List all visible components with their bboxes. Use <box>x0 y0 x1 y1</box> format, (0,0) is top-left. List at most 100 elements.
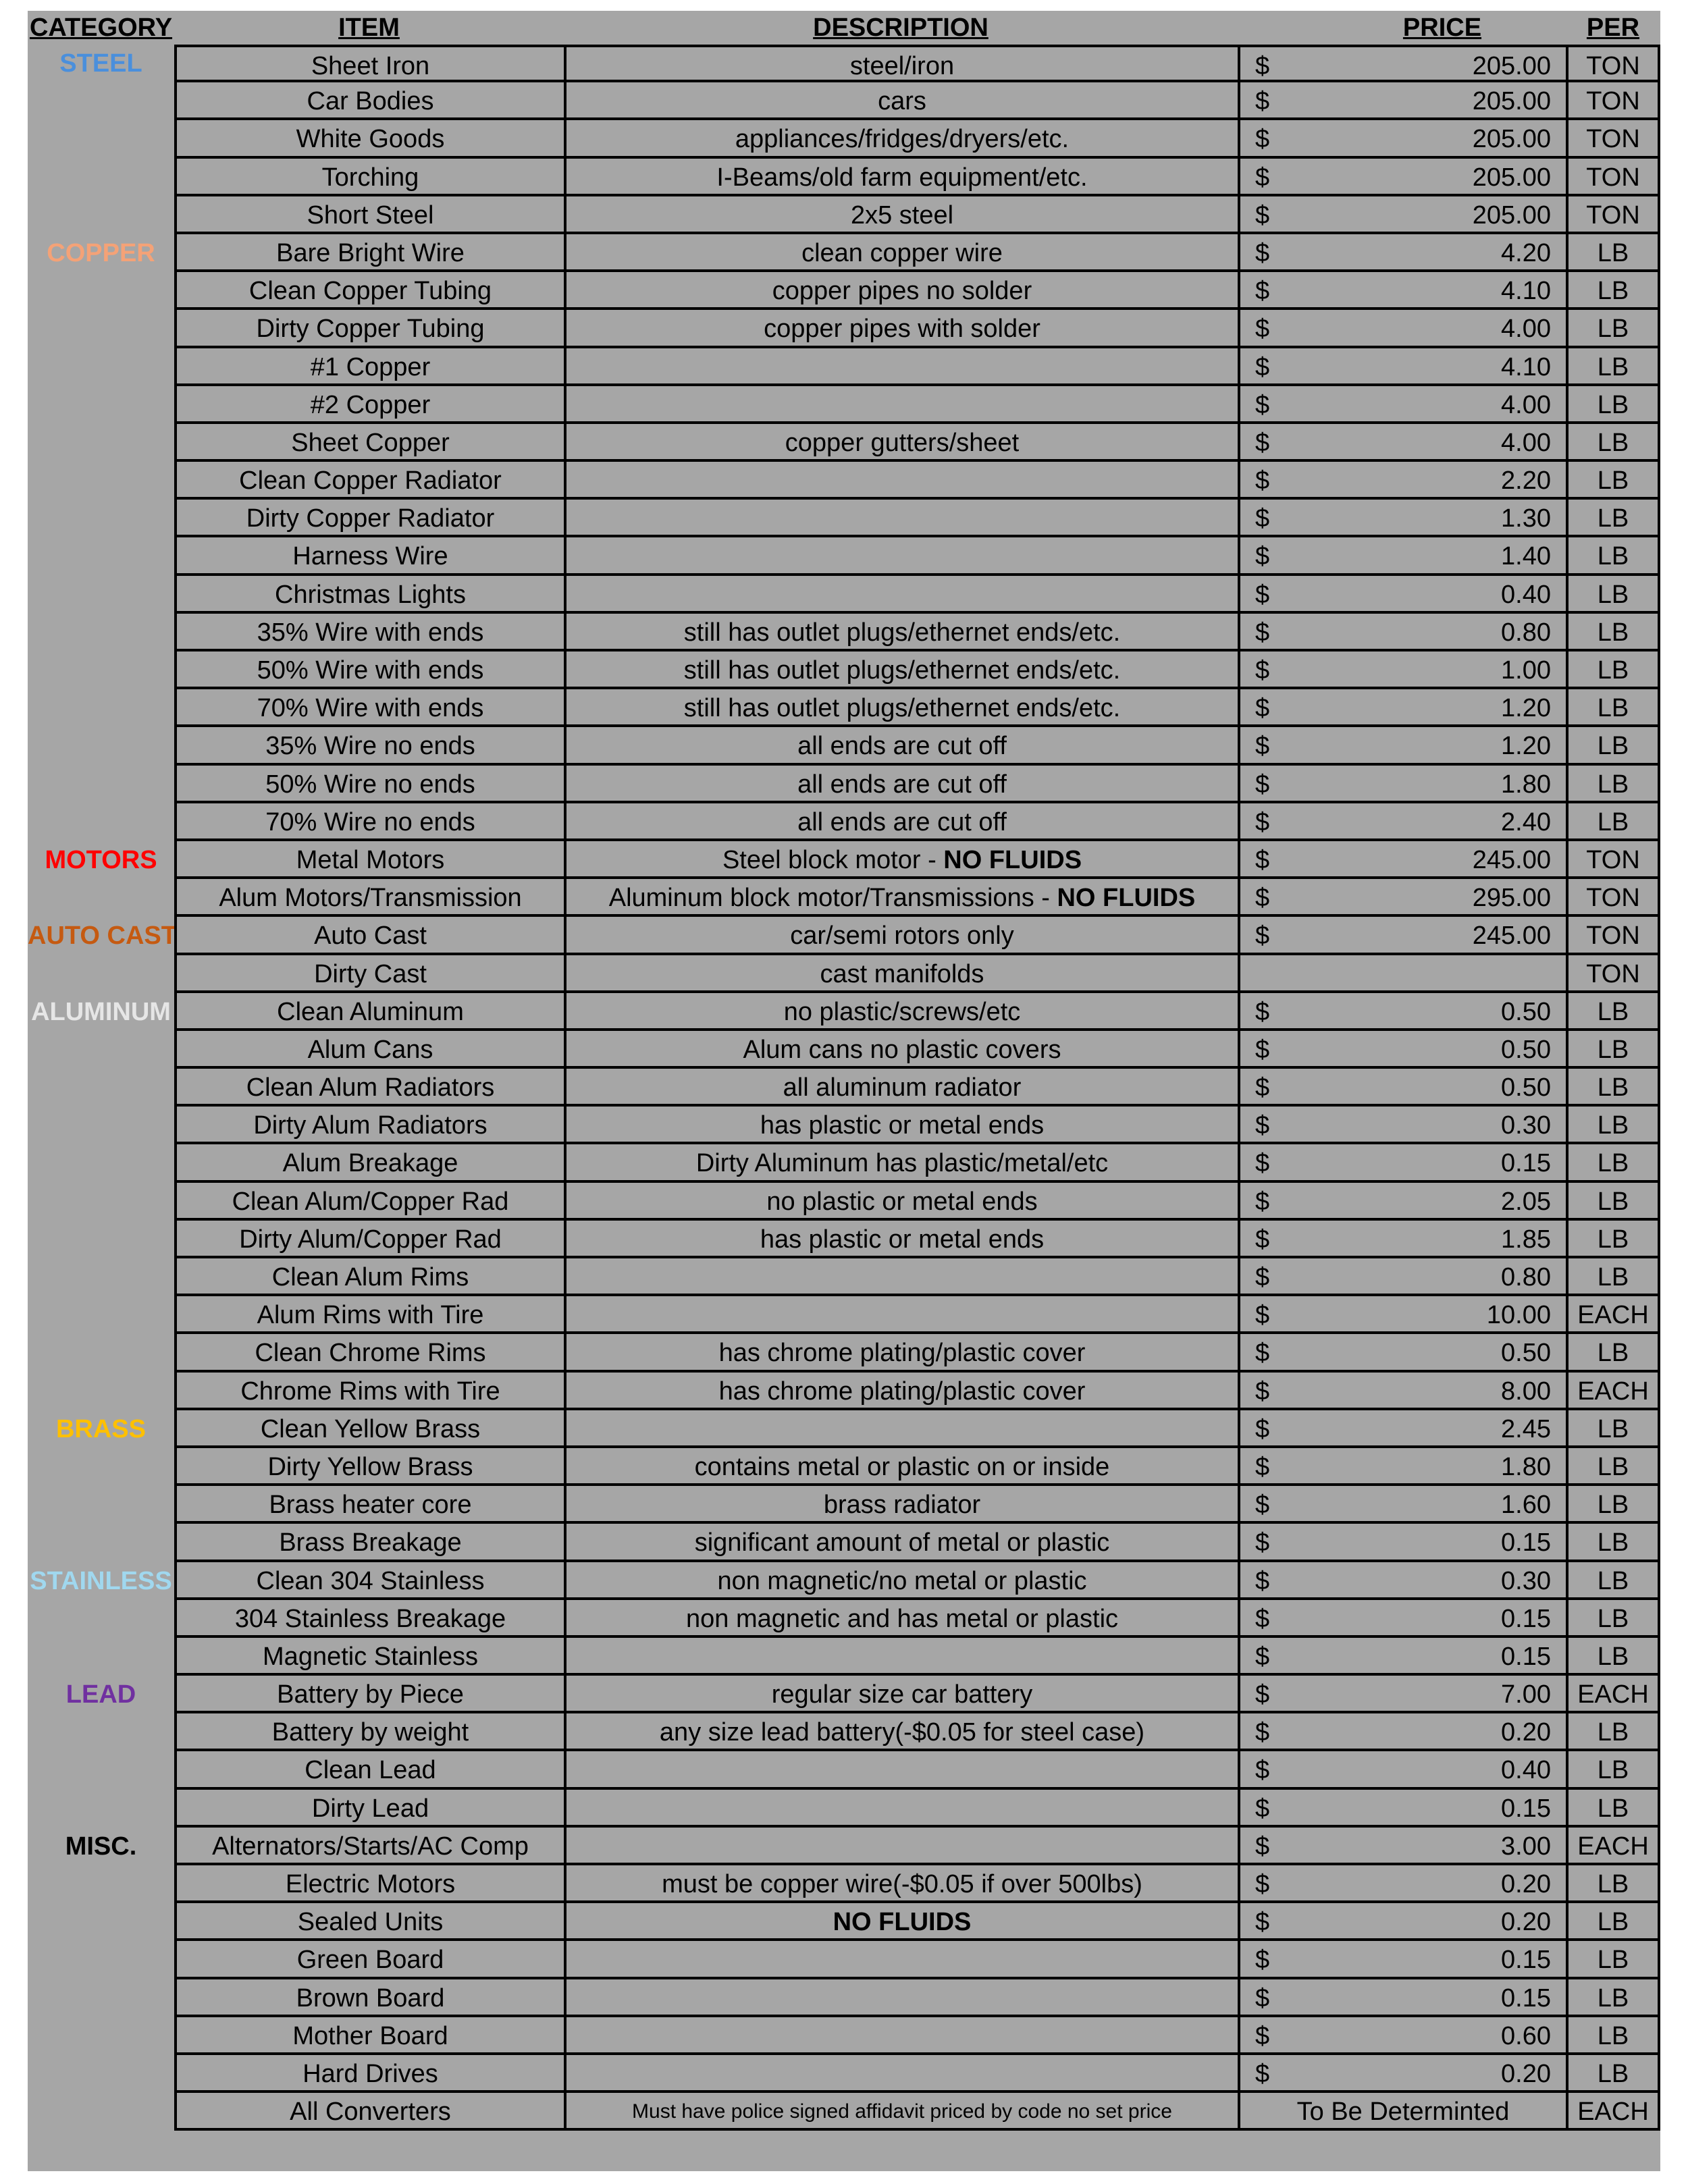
price-cell: $0.20 <box>1238 1865 1566 1904</box>
price-amount: 2.20 <box>1501 467 1551 496</box>
item-cell: White Goods <box>174 120 564 159</box>
table-row: Harness Wire $1.40 LB <box>28 537 1660 576</box>
currency-symbol: $ <box>1255 922 1270 951</box>
item-cell: Alum Breakage <box>174 1144 564 1183</box>
per-unit-cell: LB <box>1566 1562 1660 1600</box>
description-bold-text: NO FLUIDS <box>1057 884 1196 913</box>
price-amount: 1.30 <box>1501 504 1551 533</box>
description-text: car/semi rotors only <box>790 922 1014 951</box>
currency-symbol: $ <box>1255 1414 1270 1443</box>
description-text: any size lead battery(-$0.05 for steel c… <box>659 1718 1145 1747</box>
price-cell: $7.00 <box>1238 1676 1566 1714</box>
item-cell: Harness Wire <box>174 537 564 576</box>
description-cell: Dirty Aluminum has plastic/metal/etc <box>564 1144 1238 1183</box>
table-row: ALUMINUM Clean Aluminum no plastic/screws/… <box>28 992 1660 1031</box>
price-cell: $2.05 <box>1238 1182 1566 1221</box>
description-cell: cars <box>564 82 1238 121</box>
item-cell: Dirty Alum/Copper Rad <box>174 1220 564 1258</box>
currency-symbol: $ <box>1255 1491 1270 1520</box>
item-cell: Dirty Lead <box>174 1789 564 1828</box>
per-unit-cell: LB <box>1566 1789 1660 1828</box>
category-label <box>28 196 174 234</box>
description-cell <box>564 2054 1238 2094</box>
category-label <box>28 1713 174 1751</box>
table-row: Clean Copper Radiator $2.20 LB <box>28 462 1660 500</box>
price-cell: $0.15 <box>1238 1789 1566 1828</box>
per-unit-cell: LB <box>1566 727 1660 766</box>
currency-symbol: $ <box>1255 467 1270 496</box>
currency-symbol: $ <box>1255 1604 1270 1633</box>
price-amount: 1.00 <box>1501 656 1551 685</box>
category-label <box>28 614 174 651</box>
price-cell: $0.60 <box>1238 2017 1566 2055</box>
price-cell: $205.00 <box>1238 120 1566 159</box>
description-cell: no plastic or metal ends <box>564 1182 1238 1221</box>
per-unit-cell: TON <box>1566 45 1660 83</box>
table-row: Alum Rims with Tire $10.00 EACH <box>28 1296 1660 1335</box>
table-row: Christmas Lights $0.40 LB <box>28 575 1660 614</box>
item-cell: Clean Lead <box>174 1751 564 1790</box>
price-cell: $0.15 <box>1238 1524 1566 1562</box>
table-row: Dirty Yellow Brass contains metal or plas… <box>28 1447 1660 1487</box>
price-cell <box>1238 955 1566 993</box>
category-label: AUTO CAST <box>28 922 174 951</box>
price-amount: 1.20 <box>1501 732 1551 761</box>
price-amount: 295.00 <box>1472 884 1551 913</box>
per-unit-cell: LB <box>1566 1030 1660 1069</box>
currency-symbol: $ <box>1255 201 1270 230</box>
item-cell: 35% Wire with ends <box>174 613 564 651</box>
category-label <box>28 500 174 537</box>
table-row: Dirty Copper Radiator $1.30 LB <box>28 500 1660 538</box>
category-label <box>28 1258 174 1296</box>
per-unit-cell: LB <box>1566 1713 1660 1752</box>
category-label <box>28 1600 174 1638</box>
item-cell: 35% Wire no ends <box>174 727 564 766</box>
currency-symbol: $ <box>1255 618 1270 647</box>
category-label <box>28 1638 174 1676</box>
description-cell: all ends are cut off <box>564 765 1238 803</box>
price-cell: $0.15 <box>1238 1979 1566 2017</box>
price-amount: 0.80 <box>1501 1263 1551 1291</box>
price-amount: 205.00 <box>1472 125 1551 154</box>
per-unit-cell: TON <box>1566 82 1660 121</box>
currency-symbol: $ <box>1255 1035 1270 1064</box>
header-price: PRICE <box>1402 14 1482 42</box>
per-unit-cell: LB <box>1566 575 1660 614</box>
description-cell: Steel block motor - NO FLUIDS <box>564 841 1238 880</box>
price-amount: 0.15 <box>1501 1946 1551 1975</box>
price-amount: 2.40 <box>1501 807 1551 836</box>
table-row: Dirty Alum/Copper Rad has plastic or meta… <box>28 1220 1660 1258</box>
description-cell: still has outlet plugs/ethernet ends/etc… <box>564 689 1238 728</box>
currency-symbol: $ <box>1255 238 1270 267</box>
currency-symbol: $ <box>1255 2059 1270 2088</box>
price-cell: $1.60 <box>1238 1486 1566 1524</box>
description-text: Aluminum block motor/Transmissions - <box>608 884 1057 913</box>
description-text: cast manifolds <box>820 959 984 988</box>
item-cell: Brass Breakage <box>174 1524 564 1562</box>
per-unit-cell: LB <box>1566 1941 1660 1979</box>
price-cell: $4.10 <box>1238 348 1566 386</box>
per-unit-cell: TON <box>1566 917 1660 955</box>
description-cell: contains metal or plastic on or inside <box>564 1447 1238 1487</box>
description-cell <box>564 537 1238 576</box>
description-cell: car/semi rotors only <box>564 917 1238 955</box>
category-label <box>28 1107 174 1144</box>
description-text: all ends are cut off <box>797 807 1007 836</box>
category-label <box>28 651 174 689</box>
item-cell: Magnetic Stainless <box>174 1637 564 1676</box>
per-unit-cell: LB <box>1566 1524 1660 1562</box>
currency-symbol: $ <box>1255 542 1270 571</box>
price-cell: To Be Determinted <box>1238 2093 1566 2131</box>
category-label <box>28 1069 174 1107</box>
price-cell: $1.30 <box>1238 500 1566 538</box>
item-cell: Short Steel <box>174 196 564 234</box>
price-amount: 2.45 <box>1501 1414 1551 1443</box>
description-text: cars <box>878 87 926 116</box>
category-label <box>28 1865 174 1903</box>
price-amount: 0.15 <box>1501 1642 1551 1671</box>
table-row: Dirty Alum Radiators has plastic or metal… <box>28 1107 1660 1145</box>
price-sheet: CATEGORY ITEM DESCRIPTION PRICE PER STEE… <box>28 11 1660 2171</box>
price-amount: 4.00 <box>1501 428 1551 457</box>
per-unit-cell: LB <box>1566 500 1660 538</box>
table-row: Dirty Lead $0.15 LB <box>28 1789 1660 1828</box>
